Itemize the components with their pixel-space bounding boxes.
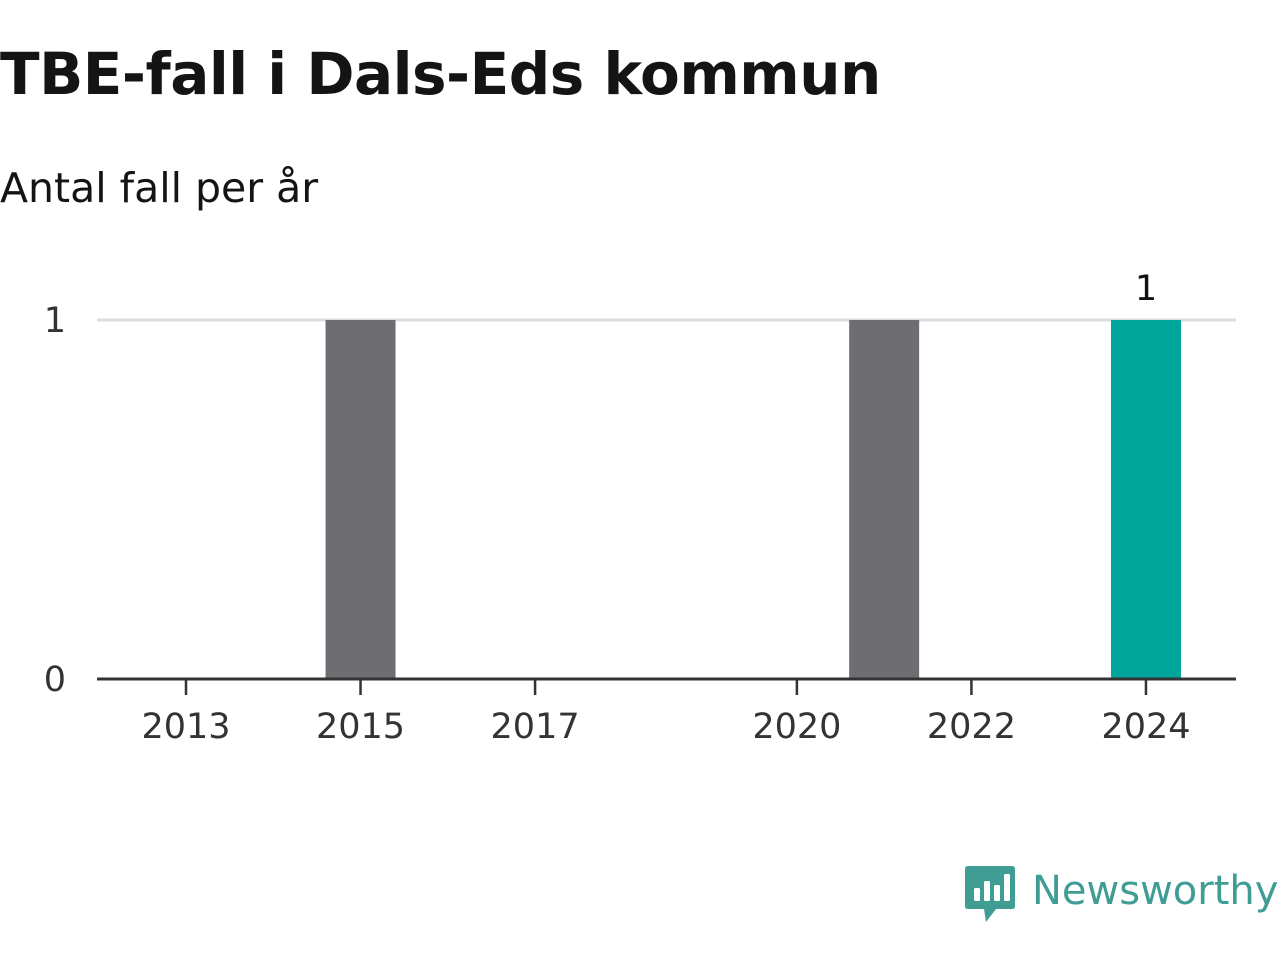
chart-title: TBE-fall i Dals-Eds kommun [0,40,881,108]
brand-name: Newsworthy [1032,868,1279,914]
y-tick-label-1: 1 [44,301,66,341]
bar-2021 [849,320,920,679]
x-tick-label-2015: 2015 [316,707,405,747]
bars [325,320,1181,679]
x-tick-label-2020: 2020 [752,707,841,747]
x-tick-label-2024: 2024 [1101,707,1190,747]
data-label-2024: 1 [1135,269,1157,309]
x-tick-label-2013: 2013 [141,707,230,747]
newsworthy-logo-icon [965,866,1015,922]
newsworthy-brand: Newsworthy [964,862,1278,928]
labels: 0 1 2013 2015 2017 2020 2022 2024 1 [44,269,1191,747]
x-axis [97,677,1236,695]
chart-subtitle: Antal fall per år [0,164,319,212]
x-tick-label-2022: 2022 [927,707,1016,747]
bar-2024 [1110,320,1181,679]
bar-2015 [325,320,396,679]
y-tick-label-0: 0 [44,660,66,700]
x-tick-label-2017: 2017 [491,707,580,747]
